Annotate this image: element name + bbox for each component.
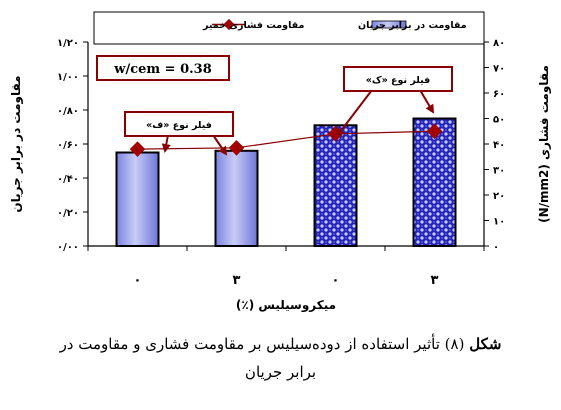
line-series [129,123,443,157]
left-y-tick-label: ۱/۲۰ [57,38,79,49]
right-y-tick-label: ۸۰ [493,38,505,49]
left-y-tick-label: ۰/۲۰ [57,208,79,219]
chart: ۰/۰۰۰/۲۰۰/۴۰۰/۶۰۰/۸۰۱/۰۰۱/۲۰ ۰۱۰۲۰۳۰۴۰۵۰… [9,11,552,313]
x-axis-title: میکروسیلیس (٪) [236,298,336,313]
bar [115,151,160,247]
x-tick-label: ۰ [332,273,340,288]
annotation-wcem-text: w/cem = 0.38 [113,62,212,77]
caption-line-1: شکل (۸) تأثیر استفاده از دوده‌سیلیس بر م… [0,330,561,358]
annotation-filler-f-text: فیلر نوع «ف» [146,120,212,131]
bar [313,124,358,247]
left-y-tick-label: ۰/۸۰ [57,106,79,117]
line-path [137,130,435,150]
annotation-filler-k-text: فیلر نوع «ک» [366,75,431,86]
caption-label: شکل [469,335,502,353]
left-y-ticks: ۰/۰۰ ۰/۲۰ ۰/۴۰ ۰/۶۰ ۰/۸۰ ۱/۰۰ ۱/۲۰ [57,38,88,253]
caption-number: (۸) [444,335,465,353]
right-y-ticks: ۰ ۱۰ ۲۰ ۳۰ ۴۰ ۵۰ ۶۰ ۷۰ ۸۰ [484,38,505,253]
caption-text: تأثیر استفاده از دوده‌سیلیس بر مقاومت فش… [59,335,440,353]
right-y-tick-label: ۵۰ [493,115,505,126]
right-y-tick-label: ۲۰ [493,191,505,202]
legend-label-line: مقاومت فشاری خمیر [202,20,304,31]
right-y-tick-label: ۰ [493,242,499,253]
x-tick-label: ۰ [134,273,142,288]
legend-label-bar: مقاومت در برابر جریان [358,20,467,31]
right-y-tick-label: ۶۰ [493,89,505,100]
right-y-tick-label: ۴۰ [493,140,505,151]
left-y-tick-label: ۰/۴۰ [57,174,79,185]
caption-line-2: برابر جریان [244,363,317,381]
annotation-filler-f: فیلر نوع «ف» [124,111,234,156]
bar [214,149,259,247]
legend: مقاومت در برابر جریان مقاومت فشاری خمیر [93,11,485,45]
x-tick-labels: ۰ ۳ ۰ ۳ [87,246,485,288]
annotation-filler-k: فیلر نوع «ک» [335,66,453,138]
right-y-tick-label: ۳۰ [493,166,505,177]
figure-caption: شکل (۸) تأثیر استفاده از دوده‌سیلیس بر م… [0,330,561,386]
line-marker [228,140,245,156]
line-marker [129,141,146,157]
right-axis-title: (N/mm2) مقاومت فشاری [537,65,552,223]
bar [412,117,457,247]
left-y-tick-label: ۱/۰۰ [57,72,79,83]
annotation-wcem: w/cem = 0.38 [96,55,230,81]
right-y-tick-label: ۷۰ [493,64,505,75]
left-axis-title: مقاومت در برابر جریان [9,75,24,212]
left-y-tick-label: ۰/۰۰ [57,242,79,253]
right-y-tick-label: ۱۰ [493,217,505,228]
legend-swatch-bar [371,20,407,29]
x-tick-label: ۳ [233,273,241,288]
x-tick-label: ۳ [431,273,439,288]
left-y-tick-label: ۰/۶۰ [57,140,79,151]
